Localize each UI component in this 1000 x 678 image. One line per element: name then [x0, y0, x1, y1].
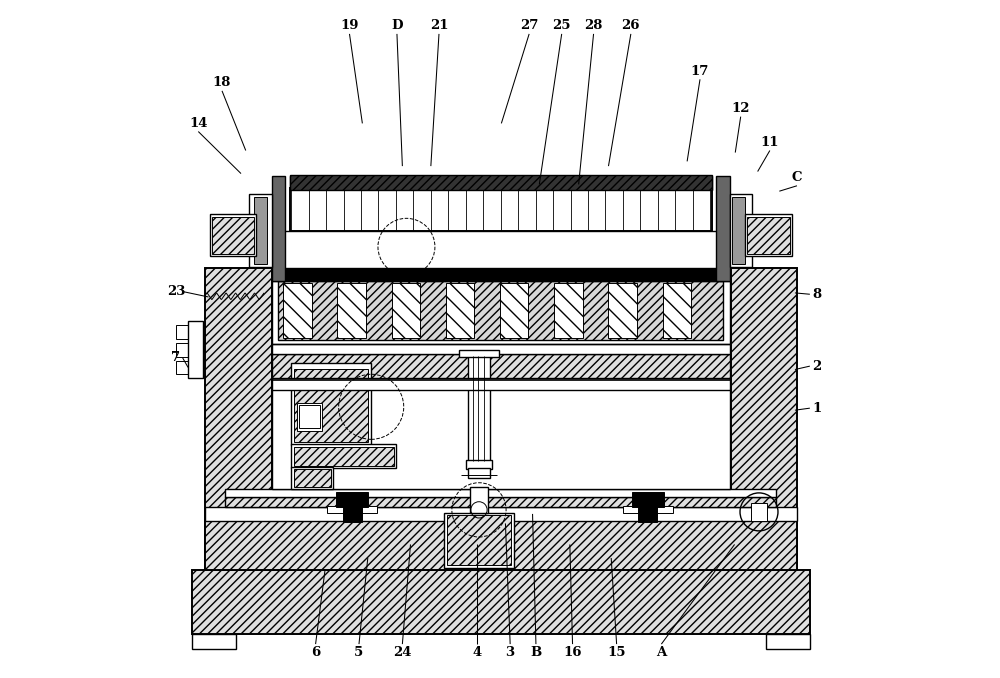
Bar [554, 283, 583, 338]
Text: 4: 4 [472, 645, 482, 659]
Bar [225, 497, 776, 507]
Bar [751, 503, 767, 521]
Bar [327, 506, 377, 513]
Bar [290, 188, 712, 231]
Bar [272, 379, 730, 380]
Bar [459, 350, 499, 357]
Bar [466, 460, 492, 469]
Text: 23: 23 [167, 285, 185, 298]
Bar [291, 363, 371, 445]
Bar [446, 283, 474, 338]
Bar [392, 283, 420, 338]
Bar [210, 214, 256, 256]
Bar [732, 197, 745, 264]
Text: 1: 1 [812, 401, 821, 415]
Text: 19: 19 [340, 19, 359, 33]
Text: 14: 14 [189, 117, 208, 130]
Bar [632, 492, 664, 507]
Bar [192, 570, 810, 634]
Bar [176, 325, 196, 339]
Text: 6: 6 [311, 645, 320, 659]
Bar [470, 487, 488, 513]
Text: 16: 16 [563, 645, 582, 659]
Text: 18: 18 [213, 76, 231, 89]
Text: C: C [792, 171, 802, 184]
Bar [176, 343, 196, 357]
Bar [663, 283, 691, 338]
Text: 11: 11 [761, 136, 779, 149]
Bar [272, 268, 730, 281]
Bar [336, 492, 368, 507]
Text: 12: 12 [731, 102, 750, 115]
Bar [291, 467, 333, 489]
Bar [176, 361, 196, 374]
Text: 17: 17 [691, 64, 709, 78]
Bar [278, 281, 723, 340]
Text: 5: 5 [354, 645, 364, 659]
Bar [272, 344, 730, 354]
Bar [272, 354, 730, 380]
Bar [283, 283, 312, 338]
Bar [500, 283, 528, 338]
Bar [447, 515, 511, 565]
Text: 7: 7 [171, 351, 180, 365]
Bar [299, 405, 320, 428]
Text: 25: 25 [552, 19, 571, 33]
Text: D: D [391, 19, 403, 33]
Text: 21: 21 [430, 19, 448, 33]
Text: 8: 8 [812, 287, 821, 301]
Bar [294, 369, 368, 442]
Bar [272, 176, 285, 281]
Bar [291, 444, 396, 468]
Bar [212, 217, 254, 254]
Bar [747, 217, 790, 254]
Bar [731, 268, 797, 570]
Bar [272, 231, 730, 268]
Bar [343, 507, 362, 522]
Bar [730, 194, 752, 267]
Bar [468, 356, 490, 461]
Bar [294, 447, 394, 466]
Text: 2: 2 [812, 359, 821, 373]
Bar [192, 634, 236, 649]
Bar [745, 214, 792, 256]
Bar [272, 378, 730, 390]
Bar [608, 283, 637, 338]
Text: 27: 27 [520, 19, 538, 33]
Bar [638, 507, 657, 522]
Bar [623, 506, 673, 513]
Bar [294, 469, 331, 487]
Bar [272, 275, 730, 489]
Text: 26: 26 [622, 19, 640, 33]
Bar [337, 283, 366, 338]
Bar [444, 513, 514, 568]
Text: 3: 3 [506, 645, 515, 659]
Bar [297, 403, 322, 431]
Text: B: B [530, 645, 542, 659]
Bar [290, 175, 712, 190]
Bar [249, 194, 272, 267]
Bar [205, 521, 797, 570]
Bar [205, 507, 797, 521]
Bar [716, 176, 730, 281]
Bar [254, 197, 267, 264]
Text: 28: 28 [584, 19, 603, 33]
Bar [188, 321, 203, 378]
Bar [225, 489, 776, 497]
Bar [290, 176, 712, 190]
Text: A: A [656, 645, 666, 659]
Bar [468, 468, 490, 478]
Bar [205, 268, 272, 570]
Bar [766, 634, 810, 649]
Text: 15: 15 [607, 645, 626, 659]
Text: 24: 24 [393, 645, 412, 659]
